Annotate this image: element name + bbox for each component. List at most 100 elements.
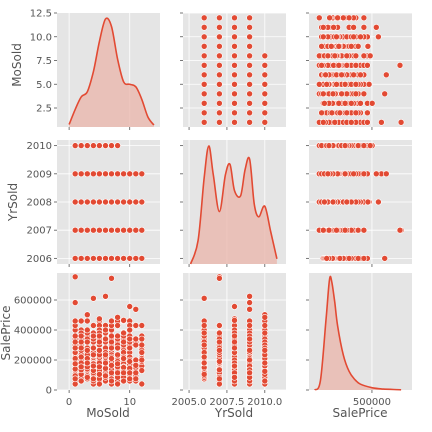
point-mosold-vs-yrsold — [231, 90, 238, 98]
point-mosold-vs-saleprice — [347, 100, 355, 107]
x-tick-label-saleprice: 500000 — [353, 397, 391, 408]
point-yrsold-vs-saleprice — [350, 170, 357, 178]
point-yrsold-vs-mosold — [132, 198, 140, 206]
point-mosold-vs-saleprice — [396, 62, 404, 69]
point-mosold-vs-saleprice — [347, 42, 355, 50]
point-saleprice-vs-mosold — [120, 369, 127, 377]
point-yrsold-vs-saleprice — [375, 198, 382, 206]
point-yrsold-vs-mosold — [77, 142, 85, 149]
point-yrsold-vs-saleprice — [345, 255, 353, 262]
point-yrsold-vs-saleprice — [396, 226, 404, 234]
point-mosold-vs-yrsold — [231, 42, 238, 50]
marks-layer — [68, 14, 405, 391]
point-yrsold-vs-mosold — [114, 198, 121, 206]
point-yrsold-vs-saleprice — [329, 198, 337, 206]
point-saleprice-vs-mosold — [96, 315, 103, 323]
y-tick-label-saleprice: 0 — [46, 386, 52, 397]
point-mosold-vs-yrsold — [261, 81, 269, 88]
x-tick-label-yrsold: 2007.5 — [209, 397, 244, 408]
point-saleprice-vs-mosold — [138, 367, 146, 374]
point-yrsold-vs-mosold — [132, 226, 140, 234]
point-mosold-vs-saleprice — [318, 42, 325, 50]
point-yrsold-vs-saleprice — [360, 255, 368, 262]
point-mosold-vs-saleprice — [357, 33, 364, 41]
point-mosold-vs-yrsold — [200, 119, 208, 126]
point-saleprice-vs-mosold — [96, 363, 103, 371]
point-yrsold-vs-mosold — [132, 255, 140, 262]
point-saleprice-vs-mosold — [108, 274, 115, 282]
y-tick-label-saleprice: 400000 — [14, 326, 52, 337]
point-saleprice-vs-mosold — [132, 369, 140, 377]
point-yrsold-vs-mosold — [108, 226, 115, 234]
point-yrsold-vs-mosold — [96, 142, 103, 149]
y-tick-label-yrsold: 2006 — [27, 254, 52, 265]
point-mosold-vs-yrsold — [200, 90, 208, 98]
point-mosold-vs-saleprice — [338, 90, 345, 98]
point-yrsold-vs-saleprice — [343, 198, 351, 206]
point-mosold-vs-yrsold — [231, 71, 238, 79]
point-yrsold-vs-mosold — [71, 142, 79, 149]
point-mosold-vs-saleprice — [334, 14, 341, 22]
point-mosold-vs-saleprice — [338, 71, 345, 79]
point-mosold-vs-saleprice — [315, 81, 323, 88]
point-saleprice-vs-yrsold — [261, 329, 269, 337]
point-mosold-vs-saleprice — [336, 109, 344, 117]
point-saleprice-vs-mosold — [90, 294, 97, 302]
point-mosold-vs-saleprice — [350, 33, 357, 41]
point-saleprice-vs-yrsold — [246, 369, 253, 377]
point-saleprice-vs-mosold — [138, 356, 146, 364]
kde-fill-saleprice — [314, 276, 402, 390]
point-saleprice-vs-mosold — [96, 346, 103, 354]
point-saleprice-vs-mosold — [102, 292, 109, 300]
kde-line-yrsold — [189, 145, 278, 265]
point-saleprice-vs-yrsold — [246, 299, 253, 306]
point-yrsold-vs-saleprice — [354, 142, 362, 149]
point-mosold-vs-saleprice — [315, 14, 323, 22]
point-saleprice-vs-mosold — [84, 338, 91, 346]
point-saleprice-vs-mosold — [77, 317, 85, 325]
point-mosold-vs-saleprice — [352, 62, 360, 69]
x-tick-label-mosold: 0 — [66, 397, 72, 408]
point-saleprice-vs-mosold — [108, 355, 115, 362]
point-saleprice-vs-mosold — [108, 344, 115, 352]
point-yrsold-vs-mosold — [84, 142, 91, 149]
point-mosold-vs-saleprice — [335, 42, 343, 50]
point-saleprice-vs-mosold — [108, 332, 115, 340]
point-saleprice-vs-mosold — [126, 375, 133, 383]
point-mosold-vs-saleprice — [329, 90, 337, 98]
point-mosold-vs-yrsold — [246, 14, 253, 22]
point-mosold-vs-saleprice — [343, 62, 351, 69]
point-mosold-vs-saleprice — [381, 90, 389, 98]
point-saleprice-vs-yrsold — [246, 305, 253, 313]
point-mosold-vs-saleprice — [331, 52, 339, 60]
point-saleprice-vs-yrsold — [231, 332, 238, 340]
y-tick-label-yrsold: 2010 — [27, 141, 52, 152]
point-mosold-vs-saleprice — [364, 119, 371, 126]
x-axis-label-yrsold: YrSold — [214, 406, 253, 420]
point-mosold-vs-yrsold — [216, 33, 223, 41]
point-mosold-vs-saleprice — [318, 62, 325, 69]
point-mosold-vs-yrsold — [216, 42, 223, 50]
point-mosold-vs-saleprice — [352, 90, 360, 98]
y-tick-label-mosold: 7.5 — [36, 56, 52, 67]
point-saleprice-vs-yrsold — [216, 274, 223, 282]
point-yrsold-vs-mosold — [96, 255, 103, 262]
y-tick-label-mosold: 5.0 — [36, 80, 52, 91]
point-yrsold-vs-saleprice — [321, 198, 328, 206]
point-yrsold-vs-mosold — [120, 226, 127, 234]
point-saleprice-vs-yrsold — [261, 346, 269, 354]
point-mosold-vs-yrsold — [261, 90, 269, 98]
point-yrsold-vs-mosold — [126, 170, 133, 178]
point-saleprice-vs-mosold — [138, 341, 146, 349]
point-mosold-vs-yrsold — [231, 81, 238, 88]
y-axis-label-yrsold: YrSold — [6, 183, 20, 222]
x-axis-label-mosold: MoSold — [86, 406, 130, 420]
point-mosold-vs-yrsold — [200, 14, 208, 22]
point-yrsold-vs-mosold — [102, 142, 109, 149]
point-mosold-vs-yrsold — [231, 23, 238, 31]
point-saleprice-vs-mosold — [71, 360, 79, 368]
point-mosold-vs-saleprice — [364, 62, 371, 69]
point-saleprice-vs-mosold — [114, 322, 121, 329]
point-yrsold-vs-mosold — [102, 255, 109, 262]
point-mosold-vs-yrsold — [246, 90, 253, 98]
